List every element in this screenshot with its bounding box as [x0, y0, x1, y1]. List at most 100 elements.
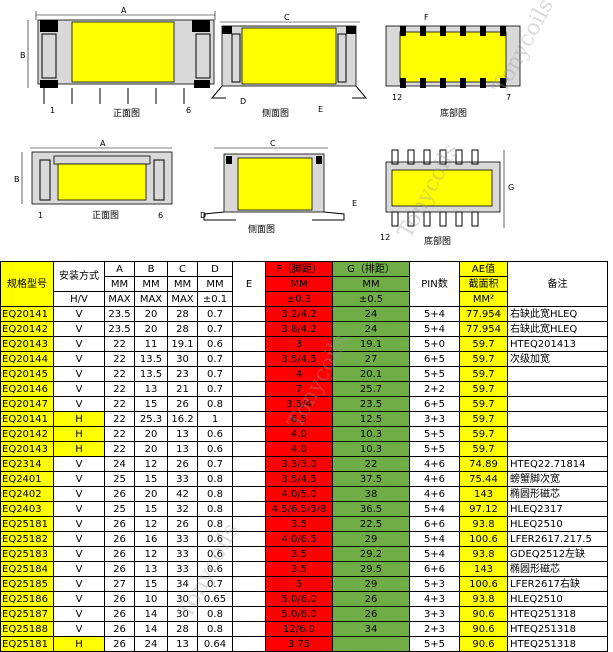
- cell-mount: V: [53, 501, 105, 517]
- cell-e: [232, 576, 266, 592]
- cell-ae: 59.7: [459, 366, 508, 382]
- cell-pin: 2+2: [409, 381, 460, 397]
- cell-g: 29.2: [332, 546, 410, 562]
- side-view-caption-2: 侧面图: [248, 223, 275, 235]
- cell-e: [232, 411, 266, 427]
- cell-d: 0.6: [197, 561, 233, 577]
- cell-e: [232, 396, 266, 412]
- cell-e: [232, 366, 266, 382]
- cell-mount: V: [53, 486, 105, 502]
- table-row: EQ20142 H 22 20 13 0.6 4.0 10.3 5+5 59.7: [0, 426, 608, 442]
- cell-c: 16.2: [167, 411, 198, 427]
- header-row-2: MM MM MM MM MM MM 截面积: [1, 276, 608, 292]
- table-row: EQ25183 V 26 12 33 0.6 3.5 29.2 5+4 93.8 GDEQ2512左…: [0, 546, 608, 562]
- cell-b: 12: [134, 546, 168, 562]
- sub-d1: MM: [197, 276, 233, 292]
- pin-12-label: 12: [392, 93, 402, 102]
- cell-a: 26: [104, 636, 135, 652]
- cell-ae: 93.8: [459, 546, 508, 562]
- dim-d2-label: D: [200, 211, 206, 220]
- cell-b: 13.5: [134, 351, 168, 367]
- cell-g: 29: [332, 531, 410, 547]
- cell-f: 4.0: [265, 441, 333, 457]
- cell-c: 13: [167, 441, 198, 457]
- cell-ae: 90.6: [459, 636, 508, 652]
- header-a: A: [104, 261, 135, 277]
- cell-pin: 5+4: [409, 546, 460, 562]
- cell-f: 5: [265, 576, 333, 592]
- cell-model: EQ20141: [0, 306, 54, 322]
- table-row: EQ2402 V 26 20 42 0.8 4.0/5.0 38 4+6 143 椭圆形磁芯: [0, 486, 608, 502]
- cell-pin: 2+3: [409, 621, 460, 637]
- cell-g: 26: [332, 606, 410, 622]
- cell-a: 26: [104, 531, 135, 547]
- cell-pin: 5+5: [409, 366, 460, 382]
- cell-ae: 74.89: [459, 456, 508, 472]
- cell-c: 26: [167, 516, 198, 532]
- cell-b: 20: [134, 426, 168, 442]
- table-row: EQ25181 H 26 24 13 0.64 3.75 5+5 90.6 HTEQ251318: [0, 636, 608, 652]
- cell-ae: 59.7: [459, 411, 508, 427]
- cell-note: 椭圆形磁芯: [507, 486, 608, 502]
- sub-b1: MM: [134, 276, 168, 292]
- front-view-top: A B 1 6 正面图: [20, 6, 216, 119]
- cell-note: HTEQ251318: [507, 606, 608, 622]
- cell-f: 6.5: [265, 411, 333, 427]
- spec-table: 规格型号 安装方式 A B C D E F（脚距） G（排距） PIN数 AE值…: [0, 261, 608, 652]
- cell-d: 0.6: [197, 426, 233, 442]
- cell-a: 26: [104, 546, 135, 562]
- table-row: EQ25181 V 26 12 26 0.8 3.5 22.5 6+6 93.8 HLEQ2510: [0, 516, 608, 532]
- cell-d: 0.6: [197, 531, 233, 547]
- cell-note: GDEQ2512左缺: [507, 546, 608, 562]
- sub-d2: ±0.1: [197, 291, 233, 307]
- cell-note: HTEQ22.71814: [507, 456, 608, 472]
- cell-f: 5.0/6.0: [265, 591, 333, 607]
- cell-e: [232, 321, 266, 337]
- sub-mount: H/V: [53, 291, 105, 307]
- cell-mount: V: [53, 591, 105, 607]
- cell-f: 3: [265, 336, 333, 352]
- cell-b: 12: [134, 456, 168, 472]
- cell-ae: 59.7: [459, 351, 508, 367]
- dim-c-label: C: [284, 13, 290, 22]
- cell-e: [232, 561, 266, 577]
- cell-f: 3.5/4.5: [265, 351, 333, 367]
- cell-mount: V: [53, 471, 105, 487]
- cell-note: [507, 366, 608, 382]
- front-view-caption: 正面图: [113, 108, 140, 119]
- cell-c: 26: [167, 456, 198, 472]
- cell-mount: V: [53, 396, 105, 412]
- cell-d: 0.6: [197, 336, 233, 352]
- cell-note: 右缺此宽HLEQ: [507, 321, 608, 337]
- dim-e2-label: E: [352, 199, 357, 208]
- cell-mount: V: [53, 621, 105, 637]
- cell-mount: V: [53, 456, 105, 472]
- bottom-view-caption-2: 底部图: [424, 235, 451, 247]
- dim-c2-label: C: [270, 139, 276, 148]
- cell-b: 13.5: [134, 366, 168, 382]
- cell-g: 25.7: [332, 381, 410, 397]
- cell-model: EQ25183: [0, 546, 54, 562]
- cell-pin: 4+6: [409, 456, 460, 472]
- cell-f: 3.3/3.0: [265, 456, 333, 472]
- cell-ae: 100.6: [459, 576, 508, 592]
- cell-e: [232, 351, 266, 367]
- cell-g: 23.5: [332, 396, 410, 412]
- cell-d: 0.7: [197, 576, 233, 592]
- cell-e: [232, 501, 266, 517]
- cell-d: 1: [197, 411, 233, 427]
- cell-f: 4.0/5.0: [265, 486, 333, 502]
- cell-b: 13: [134, 561, 168, 577]
- sub-f2: ±0.3: [265, 291, 333, 307]
- cell-e: [232, 381, 266, 397]
- cell-note: [507, 426, 608, 442]
- cell-pin: 6+6: [409, 561, 460, 577]
- cell-mount: V: [53, 576, 105, 592]
- cell-model: EQ25182: [0, 531, 54, 547]
- cell-g: 29: [332, 576, 410, 592]
- cell-model: EQ20144: [0, 351, 54, 367]
- cell-a: 23.5: [104, 306, 135, 322]
- table-row: EQ20143 V 22 11 19.1 0.6 3 19.1 5+0 59.7 HTEQ20141…: [0, 336, 608, 352]
- cell-g: 12.5: [332, 411, 410, 427]
- cell-b: 15: [134, 396, 168, 412]
